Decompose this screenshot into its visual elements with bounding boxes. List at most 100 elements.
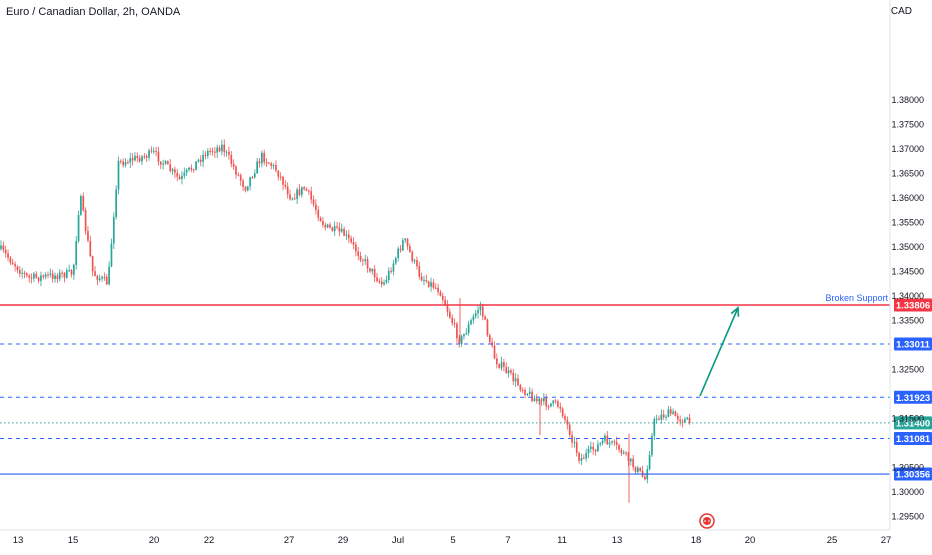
candle [87,226,89,243]
candle-body [44,274,47,277]
candle-body [669,409,672,414]
candle [425,274,428,284]
candle [310,186,313,204]
candle [221,139,223,156]
candle [183,167,186,179]
candle [362,258,364,266]
candle [453,318,456,328]
candle [94,266,96,277]
x-tick-label: 25 [827,535,838,546]
candle [185,168,188,177]
candle-body [96,275,99,280]
y-tick-label: 1.38000 [891,95,924,105]
candle [49,268,52,278]
candle-body [679,419,681,422]
candle [413,258,416,264]
candle [390,267,392,274]
candle-body [58,272,61,280]
candle [566,416,569,430]
candle [141,154,143,166]
candle [42,274,45,280]
candle [561,407,564,419]
candles-layer [0,139,691,503]
candle [291,197,294,201]
candle-body [526,393,529,395]
level-price-box [894,390,932,404]
candle-body [289,194,291,200]
candle [336,221,338,230]
candle [467,320,470,336]
candle-body [21,272,23,274]
candle [216,144,219,158]
candle-body [655,418,658,420]
candle [411,249,414,264]
candle [326,223,329,229]
candle-body [686,417,689,420]
x-tick-label: 11 [557,535,567,546]
x-tick-label: 13 [612,535,623,546]
candle-body [18,270,21,274]
candle-body [540,398,543,402]
candle-body [571,435,573,443]
candle-body [599,442,602,445]
candle-body [155,151,157,153]
candle-body [651,435,653,456]
candle-body [0,245,2,249]
candle [456,321,458,343]
candle-body [547,406,550,408]
projection-arrow-line[interactable] [699,307,739,397]
candle [70,268,73,278]
candle [167,160,169,165]
candle [188,166,190,172]
candle-body [73,264,75,275]
candle-body [30,277,33,279]
candle [660,409,663,424]
candle [434,283,437,290]
candle-body [493,345,496,359]
candle-body [411,251,414,262]
x-tick-label: 15 [68,535,79,546]
candle-body [585,452,587,459]
economic-event-icon[interactable] [699,513,715,529]
candle-body [387,270,390,280]
candle-body [124,162,127,166]
candle-body [253,173,256,178]
candle [648,451,651,471]
candle [458,335,461,348]
candle [343,226,345,237]
candle-body [185,169,188,173]
currency-label: CAD [890,6,912,17]
candle-body [604,435,606,441]
candle [91,255,94,277]
x-tick-label: 27 [881,535,892,546]
candle [305,187,308,192]
candle-body [568,424,571,436]
candle [286,182,289,199]
candle-body [500,362,503,368]
candle-body [688,417,691,424]
candle-body [279,176,282,178]
candle [477,305,479,319]
candle-body [557,401,559,407]
candle-body [164,161,167,164]
candle-body [195,161,197,171]
level-price-box [894,298,932,312]
candle [18,266,21,278]
candle [120,159,122,165]
candle-body [453,323,456,325]
candle-body [510,370,512,373]
candle-body [263,152,266,163]
candle [89,235,92,258]
candle [587,445,590,459]
candle-body [157,151,160,162]
candle [538,397,540,405]
candle [98,274,101,282]
candle-body [209,150,211,152]
candle-body [232,164,235,167]
candle-body [399,248,402,251]
candle-body [488,335,491,343]
candle-body [684,419,686,423]
candle [127,159,129,165]
candle [472,313,475,324]
